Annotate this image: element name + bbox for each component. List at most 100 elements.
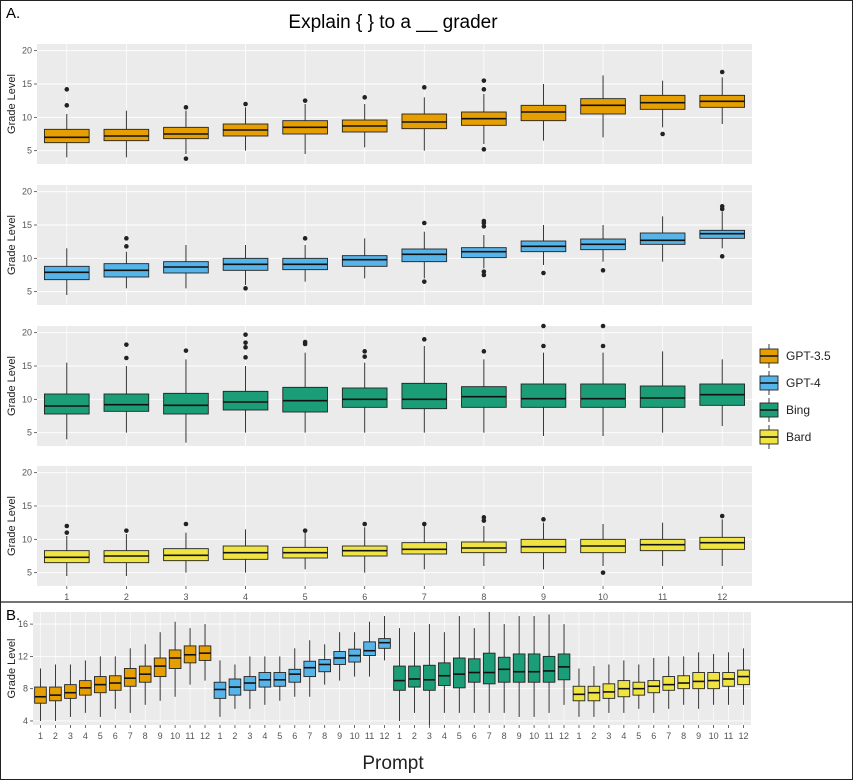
x-tick-label: 2 [412, 731, 417, 741]
box-gpt-3-5-8-outlier [481, 147, 487, 152]
x-tick-label: 10 [350, 731, 360, 741]
x-tick-label: 9 [696, 731, 701, 741]
legend-item-gpt-3-5: GPT-3.5 [759, 344, 831, 368]
y-tick-label: 5 [27, 287, 32, 297]
legend-label: GPT-3.5 [786, 349, 831, 363]
box-bard-5-outlier [302, 528, 308, 533]
x-tick-label: 5 [303, 592, 308, 602]
box-bing-9-outlier [541, 323, 546, 329]
x-tick-label: 1 [38, 731, 43, 741]
panel-b-box-bing-7-box [482, 652, 496, 685]
box-gpt-3-5-4-outlier [243, 101, 248, 107]
box-gpt-4-10-outlier [600, 268, 606, 273]
box-gpt-3-5-1-box [43, 128, 90, 144]
panel-b-box-gpt-3-5-10-box [168, 649, 182, 669]
x-tick-label: 3 [427, 731, 432, 741]
x-tick-label: 12 [200, 731, 210, 741]
y-tick-label: 5 [27, 428, 32, 438]
legend-label: Bing [786, 403, 810, 417]
box-bing-4-box [222, 390, 269, 411]
y-tick-label: 15 [22, 501, 32, 511]
box-bing-6-outlier [362, 349, 368, 354]
panel-b-box-bing-6-box [467, 658, 481, 683]
box-gpt-4-5-outlier [302, 236, 308, 241]
box-gpt-4-8-outlier [481, 218, 487, 224]
x-tick-label: 6 [472, 731, 477, 741]
x-tick-label: 3 [68, 731, 73, 741]
x-tick-label: 8 [502, 731, 507, 741]
panel-a-label: A. [6, 5, 20, 22]
box-bing-5-box [282, 386, 328, 413]
x-axis-title: Prompt [362, 753, 424, 774]
box-gpt-3-5-3-outlier [183, 156, 189, 161]
x-tick-label: 7 [487, 731, 492, 741]
y-tick-label: 10 [22, 534, 32, 544]
box-bing-9-outlier [541, 343, 546, 349]
x-tick-label: 7 [422, 592, 427, 602]
box-bing-9-box [520, 383, 567, 408]
y-tick-label: 12 [18, 651, 28, 661]
box-gpt-3-5-5-outlier [302, 98, 308, 103]
box-bing-8-outlier [481, 349, 487, 354]
x-tick-label: 11 [658, 592, 667, 602]
box-gpt-4-12-outlier [719, 254, 725, 259]
box-gpt-4-2-outlier [124, 236, 129, 241]
panel-b-box-bing-3-box [423, 664, 436, 691]
box-bard-3-outlier [183, 521, 189, 527]
box-bard-6-outlier [362, 521, 368, 527]
x-tick-label: 7 [128, 731, 133, 741]
panel-b-box-gpt-3-5-2-box [49, 686, 62, 702]
box-bing-4-outlier [243, 355, 248, 360]
x-tick-label: 9 [517, 731, 522, 741]
x-tick-label: 11 [185, 731, 194, 741]
y-tick-label: 4 [23, 716, 28, 726]
x-tick-label: 12 [739, 731, 749, 741]
panel-b-box-bing-10-box [527, 653, 541, 683]
plot-background [37, 44, 752, 164]
y-tick-label: 16 [18, 619, 28, 629]
box-gpt-4-9-outlier [541, 270, 546, 276]
box-gpt-3-5-8-outlier [481, 78, 487, 83]
box-bard-9-outlier [541, 517, 546, 522]
y-tick-label: 10 [22, 253, 32, 263]
box-bing-10-outlier [600, 323, 606, 329]
box-bing-4-outlier [243, 345, 248, 350]
box-gpt-3-5-3-box [163, 126, 209, 140]
x-tick-label: 4 [442, 731, 447, 741]
panel-b-box-gpt-4-6-box [288, 668, 302, 683]
y-tick-label: 8 [23, 684, 28, 694]
box-bing-2-box [103, 393, 150, 412]
x-tick-label: 9 [541, 592, 546, 602]
panel-b-box-gpt-4-7-box [303, 660, 317, 678]
x-tick-label: 2 [124, 592, 129, 602]
plot-background [33, 612, 751, 725]
box-bard-7-box [401, 542, 448, 555]
box-bard-8-outlier [481, 518, 487, 523]
x-tick-label: 4 [262, 731, 267, 741]
panel-b-box-bard-7-box [662, 676, 676, 691]
plot-background [37, 466, 752, 586]
x-tick-label: 12 [380, 731, 390, 741]
box-bing-3-box [163, 392, 209, 415]
box-gpt-3-5-1-outlier [64, 87, 70, 92]
panel-b-box-bing-11-box [542, 655, 556, 683]
box-gpt-3-5-8-outlier [481, 87, 487, 92]
y-tick-label: 10 [22, 112, 32, 122]
box-gpt-4-8-outlier [481, 224, 487, 229]
panel-a-x-axis: 1 2 3 4 5 6 7 8 9 10 11 12 [64, 586, 727, 602]
legend-label: Bard [786, 430, 811, 444]
x-tick-label: 6 [362, 592, 367, 602]
x-tick-label: 2 [232, 731, 237, 741]
x-tick-label: 6 [113, 731, 118, 741]
x-tick-label: 3 [183, 592, 188, 602]
box-bing-4-outlier [243, 340, 248, 345]
box-bing-2-outlier [124, 342, 129, 347]
box-bard-12-outlier [719, 513, 725, 519]
panel-b-box-bard-2-box [587, 685, 601, 702]
y-tick-label: 20 [22, 187, 32, 197]
chart-title: Explain { } to a __ grader [288, 12, 498, 33]
facet-gpt-3-5: 5 10 15 20 Grade Level [6, 44, 752, 164]
y-tick-label: 20 [22, 46, 32, 56]
